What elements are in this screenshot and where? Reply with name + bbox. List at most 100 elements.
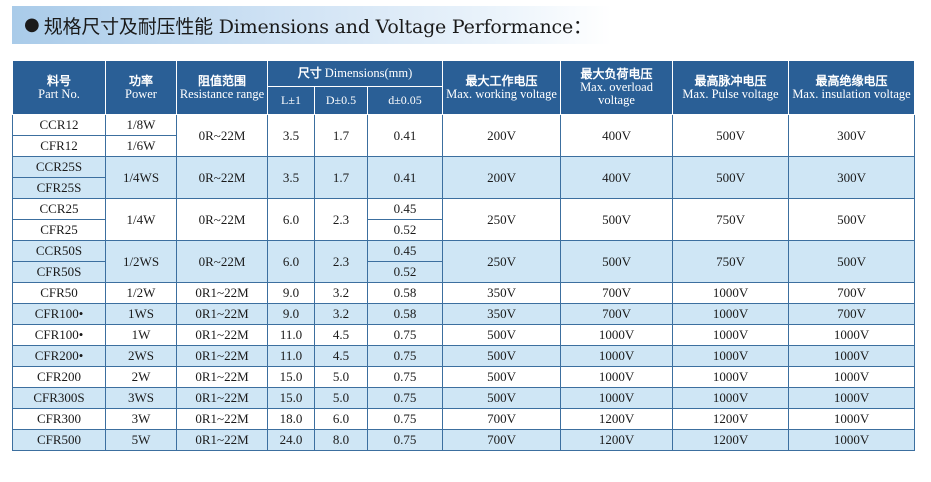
dim-D-cell: 3.2 <box>314 282 368 304</box>
header-part-no-zh: 料号 <box>46 73 71 88</box>
working-voltage-cell: 500V <box>442 387 562 409</box>
header-dimensions-en: Dimensions(mm) <box>324 66 413 80</box>
pulse-voltage-cell: 1000V <box>672 303 790 325</box>
header-dimensions: 尺寸 Dimensions(mm) <box>266 60 444 87</box>
dim-L-cell: 11.0 <box>267 324 315 346</box>
header-dim-d: d±0.05 <box>366 86 444 115</box>
resistance-cell: 0R~22M <box>176 198 268 241</box>
dim-d-cell: 0.75 <box>366 345 444 367</box>
power-cell: 1WS <box>105 303 177 325</box>
dim-D-cell: 1.7 <box>314 156 368 199</box>
working-voltage-cell: 500V <box>442 324 562 346</box>
part-cell: CFR200 <box>12 366 106 388</box>
part-cell: CCR12 <box>12 114 106 136</box>
resistance-cell: 0R1~22M <box>176 345 268 367</box>
power-cell: 1W <box>105 324 177 346</box>
insulation-voltage-cell: 500V <box>788 240 916 283</box>
working-voltage-cell: 200V <box>442 156 562 199</box>
pulse-voltage-cell: 1000V <box>672 324 790 346</box>
dim-D-cell: 2.3 <box>314 198 368 241</box>
dim-d-cell: 0.45 <box>366 240 444 262</box>
working-voltage-cell: 200V <box>442 114 562 157</box>
table-row: CFR500 5W 0R1~22M 24.0 8.0 0.75 700V 120… <box>12 429 916 451</box>
header-max-working-en: Max. working voltage <box>446 86 557 101</box>
dim-L-cell: 6.0 <box>267 198 315 241</box>
overload-voltage-cell: 400V <box>560 114 674 157</box>
part-cell: CFR300S <box>12 387 106 409</box>
dim-d-cell: 0.58 <box>366 282 444 304</box>
resistance-cell: 0R1~22M <box>176 303 268 325</box>
header-resistance-zh: 阻值范围 <box>197 73 246 88</box>
dim-L-cell: 24.0 <box>267 429 315 451</box>
table-row: CFR300S 3WS 0R1~22M 15.0 5.0 0.75 500V 1… <box>12 387 916 409</box>
part-cell: CFR50 <box>12 282 106 304</box>
overload-voltage-cell: 1200V <box>560 429 674 451</box>
header-max-working: 最大工作电压 Max. working voltage <box>442 60 562 115</box>
table-row: CCR25S 1/4WS 0R~22M 3.5 1.7 0.41 200V 40… <box>12 156 916 199</box>
part-cell: CFR300 <box>12 408 106 430</box>
insulation-voltage-cell: 300V <box>788 156 916 199</box>
resistance-cell: 0R1~22M <box>176 282 268 304</box>
part-cell: CFR100• <box>12 324 106 346</box>
overload-voltage-cell: 500V <box>560 198 674 241</box>
resistance-cell: 0R1~22M <box>176 408 268 430</box>
dim-d-cell: 0.75 <box>366 366 444 388</box>
dim-D-cell: 4.5 <box>314 345 368 367</box>
dim-L-cell: 9.0 <box>267 303 315 325</box>
power-cell: 1/8W <box>105 114 177 136</box>
overload-voltage-cell: 1200V <box>560 408 674 430</box>
working-voltage-cell: 700V <box>442 429 562 451</box>
working-voltage-cell: 500V <box>442 366 562 388</box>
dim-L-cell: 18.0 <box>267 408 315 430</box>
dim-L-cell: 3.5 <box>267 114 315 157</box>
header-resistance-en: Resistance range <box>179 86 265 101</box>
header-max-pulse-en: Max. Pulse voltage <box>682 86 779 101</box>
table-row: CFR300 3W 0R1~22M 18.0 6.0 0.75 700V 120… <box>12 408 916 430</box>
header-dim-D: D±0.5 <box>314 86 368 115</box>
power-cell: 1/2WS <box>105 240 177 283</box>
dim-L-cell: 11.0 <box>267 345 315 367</box>
dim-D-cell: 3.2 <box>314 303 368 325</box>
overload-voltage-cell: 1000V <box>560 387 674 409</box>
power-cell: 5W <box>105 429 177 451</box>
pulse-voltage-cell: 500V <box>672 114 790 157</box>
overload-voltage-cell: 1000V <box>560 324 674 346</box>
table-row: CFR25 0.52 <box>12 219 915 241</box>
pulse-voltage-cell: 1200V <box>672 408 790 430</box>
header-max-insulation-en: Max. insulation voltage <box>792 86 911 101</box>
dim-L-cell: 15.0 <box>267 366 315 388</box>
part-cell: CCR50S <box>12 240 106 262</box>
working-voltage-cell: 350V <box>442 282 562 304</box>
header-max-insulation-zh: 最高绝缘电压 <box>815 73 888 88</box>
insulation-voltage-cell: 700V <box>788 303 916 325</box>
header-power: 功率 Power <box>105 60 177 115</box>
table-row: CCR12 1/8W 0R~22M 3.5 1.7 0.41 200V 400V… <box>12 114 916 157</box>
dim-d-cell: 0.52 <box>366 261 444 283</box>
dim-D-cell: 8.0 <box>314 429 368 451</box>
insulation-voltage-cell: 1000V <box>788 429 916 451</box>
pulse-voltage-cell: 1200V <box>672 429 790 451</box>
pulse-voltage-cell: 1000V <box>672 366 790 388</box>
pulse-voltage-cell: 1000V <box>672 345 790 367</box>
insulation-voltage-cell: 1000V <box>788 366 916 388</box>
pulse-voltage-cell: 1000V <box>672 387 790 409</box>
resistance-cell: 0R~22M <box>176 156 268 199</box>
working-voltage-cell: 700V <box>442 408 562 430</box>
dim-D-cell: 6.0 <box>314 408 368 430</box>
dim-D-cell: 2.3 <box>314 240 368 283</box>
header-max-working-zh: 最大工作电压 <box>465 73 538 88</box>
dim-d-cell: 0.41 <box>366 156 444 199</box>
dim-D-cell: 1.7 <box>314 114 368 157</box>
working-voltage-cell: 500V <box>442 345 562 367</box>
dim-L-cell: 9.0 <box>267 282 315 304</box>
bullet-icon: ● <box>24 14 40 35</box>
overload-voltage-cell: 400V <box>560 156 674 199</box>
insulation-voltage-cell: 700V <box>788 282 916 304</box>
table-row: CFR12 1/6W <box>12 135 915 157</box>
table-row: CFR100• 1W 0R1~22M 11.0 4.5 0.75 500V 10… <box>12 324 916 346</box>
pulse-voltage-cell: 750V <box>672 198 790 241</box>
power-cell: 3WS <box>105 387 177 409</box>
header-dimensions-zh: 尺寸 <box>297 66 322 80</box>
table-row: CCR25 1/4W 0R~22M 6.0 2.3 0.45 250V 500V… <box>12 198 916 241</box>
header-max-overload-zh: 最大负荷电压 <box>580 67 653 81</box>
